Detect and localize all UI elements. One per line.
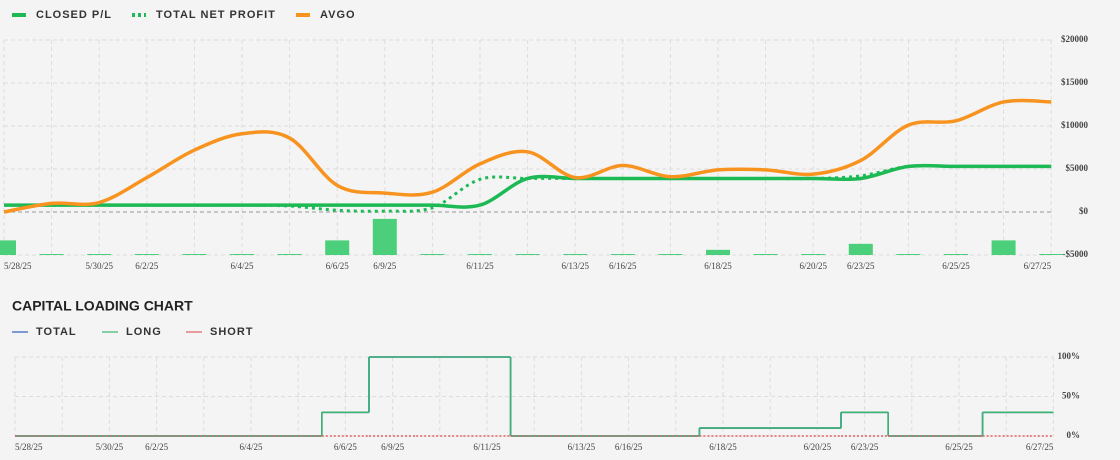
x-tick-label: 6/13/25: [561, 261, 589, 271]
bar: [658, 254, 683, 255]
x-tick-label: 6/13/25: [568, 442, 596, 452]
x-tick-label: 6/4/25: [239, 442, 263, 452]
x-tick-label: 6/4/25: [230, 261, 254, 271]
y-tick-label: $5000: [1066, 163, 1089, 173]
legend-label: LONG: [126, 326, 162, 338]
bar: [420, 254, 445, 255]
bar: [182, 254, 207, 255]
legend-label: TOTAL NET PROFIT: [156, 9, 276, 21]
chart-title: CAPITAL LOADING CHART: [12, 298, 193, 314]
x-tick-label: 6/18/25: [704, 261, 732, 271]
x-tick-label: 6/9/25: [381, 442, 405, 452]
y-tick-label: 50%: [1062, 391, 1080, 401]
line-series: [4, 164, 1052, 213]
legend-label: CLOSED P/L: [36, 9, 112, 21]
y-tick-label: $10000: [1061, 120, 1089, 130]
bar: [87, 254, 112, 255]
x-tick-label: 6/23/25: [851, 442, 879, 452]
bar: [515, 254, 540, 255]
x-tick-label: 5/30/25: [85, 261, 113, 271]
x-tick-label: 6/2/25: [135, 261, 159, 271]
bar: [848, 243, 873, 255]
bar: [1039, 254, 1064, 255]
y-tick-label: $20000: [1061, 34, 1089, 44]
x-tick-label: 6/9/25: [373, 261, 397, 271]
x-tick-label: 6/16/25: [609, 261, 637, 271]
bar: [753, 254, 778, 255]
bar: [325, 240, 350, 255]
bar: [706, 249, 730, 255]
legend-label: TOTAL: [36, 326, 77, 338]
x-tick-label: 6/23/25: [847, 261, 875, 271]
y-tick-label: $0: [1079, 206, 1089, 216]
bar: [39, 254, 64, 255]
legend-label: AVGO: [320, 9, 356, 21]
bar: [230, 254, 254, 255]
bar: [991, 240, 1016, 255]
bar: [801, 254, 826, 255]
line-series: [4, 163, 1052, 209]
x-tick-label: 6/11/25: [473, 442, 501, 452]
legend-label: SHORT: [210, 326, 254, 338]
x-tick-label: 6/2/25: [145, 442, 169, 452]
bar: [563, 254, 588, 255]
bar: [134, 254, 159, 255]
x-tick-label: 6/20/25: [804, 442, 832, 452]
x-tick-label: 6/27/25: [1026, 442, 1054, 452]
x-tick-label: 6/18/25: [709, 442, 737, 452]
bar: [0, 240, 16, 255]
bar: [610, 254, 635, 255]
x-tick-label: 6/20/25: [799, 261, 827, 271]
line-series: [3, 98, 1052, 214]
y-tick-label: 100%: [1058, 351, 1081, 361]
bar: [944, 254, 968, 255]
x-tick-label: 5/28/25: [15, 442, 43, 452]
x-tick-label: 5/28/25: [4, 261, 32, 271]
x-tick-label: 6/6/25: [326, 261, 350, 271]
x-tick-label: 6/11/25: [466, 261, 494, 271]
x-tick-label: 5/30/25: [96, 442, 124, 452]
x-tick-label: 6/6/25: [334, 442, 358, 452]
x-tick-label: 6/25/25: [945, 442, 973, 452]
bar: [468, 254, 492, 255]
y-tick-label: -$5000: [1063, 249, 1089, 259]
y-tick-label: 0%: [1067, 430, 1081, 440]
x-tick-label: 6/27/25: [1024, 261, 1052, 271]
x-tick-label: 6/16/25: [615, 442, 643, 452]
bar: [372, 218, 397, 255]
bar: [896, 254, 921, 255]
y-tick-label: $15000: [1061, 77, 1089, 87]
x-tick-label: 6/25/25: [942, 261, 970, 271]
bar: [277, 254, 302, 255]
